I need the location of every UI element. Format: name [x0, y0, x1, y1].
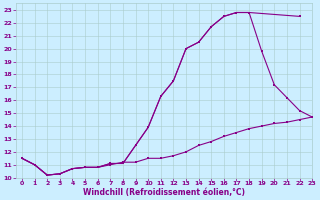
X-axis label: Windchill (Refroidissement éolien,°C): Windchill (Refroidissement éolien,°C): [83, 188, 245, 197]
